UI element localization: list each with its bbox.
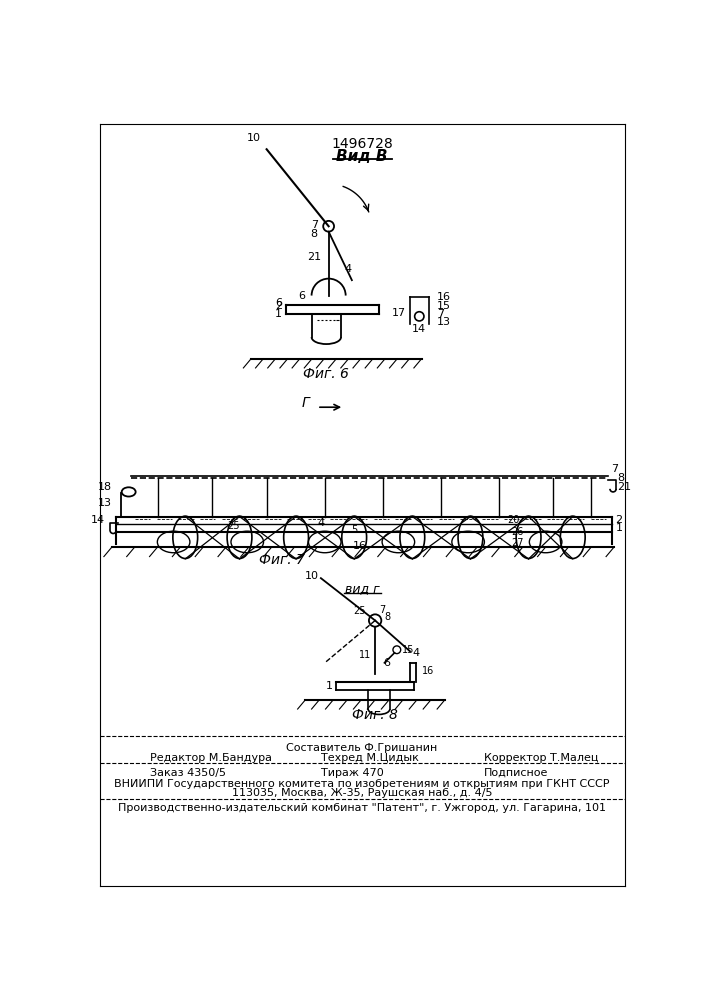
Text: Заказ 4350/5: Заказ 4350/5 bbox=[151, 768, 226, 778]
Text: 15: 15 bbox=[437, 301, 451, 311]
Text: 13: 13 bbox=[437, 317, 451, 327]
Text: 21: 21 bbox=[617, 482, 631, 492]
Text: Фиг. 6: Фиг. 6 bbox=[303, 367, 349, 381]
Text: 7: 7 bbox=[310, 220, 317, 230]
Text: Корректор Т.Малец: Корректор Т.Малец bbox=[484, 753, 598, 763]
Text: 1496728: 1496728 bbox=[331, 137, 393, 151]
Text: 21: 21 bbox=[307, 252, 321, 262]
Text: 14: 14 bbox=[412, 324, 426, 334]
Text: 7: 7 bbox=[612, 464, 619, 474]
Text: 18: 18 bbox=[98, 482, 112, 492]
Text: 7: 7 bbox=[379, 605, 385, 615]
Text: 4: 4 bbox=[317, 518, 325, 528]
Text: 16: 16 bbox=[353, 541, 367, 551]
Text: 6: 6 bbox=[383, 658, 390, 668]
Text: Фиг. 7: Фиг. 7 bbox=[259, 553, 305, 567]
Text: Производственно-издательский комбинат "Патент", г. Ужгород, ул. Гагарина, 101: Производственно-издательский комбинат "П… bbox=[118, 803, 606, 813]
Text: 15: 15 bbox=[402, 645, 414, 655]
Text: 8: 8 bbox=[617, 473, 624, 483]
Text: 2: 2 bbox=[615, 515, 622, 525]
Text: Фиг. 8: Фиг. 8 bbox=[352, 708, 398, 722]
Text: вид г: вид г bbox=[344, 582, 380, 595]
Text: 10: 10 bbox=[305, 571, 320, 581]
Text: 113035, Москва, Ж-35, Раушская наб., д. 4/5: 113035, Москва, Ж-35, Раушская наб., д. … bbox=[232, 788, 492, 798]
Text: 2: 2 bbox=[275, 301, 282, 311]
Text: 27: 27 bbox=[510, 538, 523, 548]
Text: 8: 8 bbox=[310, 229, 317, 239]
Text: 1: 1 bbox=[275, 309, 282, 319]
Text: 11: 11 bbox=[359, 650, 371, 660]
Text: Вид В: Вид В bbox=[337, 149, 387, 164]
Text: 16: 16 bbox=[421, 666, 434, 676]
Text: 8: 8 bbox=[385, 612, 390, 622]
Text: 20: 20 bbox=[507, 515, 519, 525]
Text: 16: 16 bbox=[437, 292, 451, 302]
Text: 10: 10 bbox=[247, 133, 260, 143]
Text: 17: 17 bbox=[392, 308, 406, 318]
Text: Техред М.Цидык: Техред М.Цидык bbox=[321, 753, 419, 763]
Text: 6: 6 bbox=[275, 298, 282, 308]
Text: 6: 6 bbox=[298, 291, 305, 301]
Text: 25: 25 bbox=[227, 521, 240, 531]
Text: 25: 25 bbox=[354, 606, 366, 616]
Text: Тираж 470: Тираж 470 bbox=[321, 768, 384, 778]
Text: 26: 26 bbox=[510, 527, 523, 537]
Text: 4: 4 bbox=[344, 264, 351, 274]
Text: Подписное: Подписное bbox=[484, 768, 548, 778]
Text: ВНИИПИ Государственного комитета по изобретениям и открытиям при ГКНТ СССР: ВНИИПИ Государственного комитета по изоб… bbox=[115, 779, 609, 789]
Text: 4: 4 bbox=[412, 648, 419, 658]
Text: Составитель Ф.Гришанин: Составитель Ф.Гришанин bbox=[286, 743, 438, 753]
Text: 1: 1 bbox=[615, 523, 622, 533]
Text: Г: Г bbox=[301, 396, 309, 410]
Text: Редактор М.Бандура: Редактор М.Бандура bbox=[151, 753, 272, 763]
Text: 14: 14 bbox=[91, 515, 105, 525]
Text: 1: 1 bbox=[325, 681, 332, 691]
Text: 7: 7 bbox=[437, 309, 444, 319]
Text: 5: 5 bbox=[351, 525, 357, 535]
Text: 13: 13 bbox=[98, 498, 112, 508]
